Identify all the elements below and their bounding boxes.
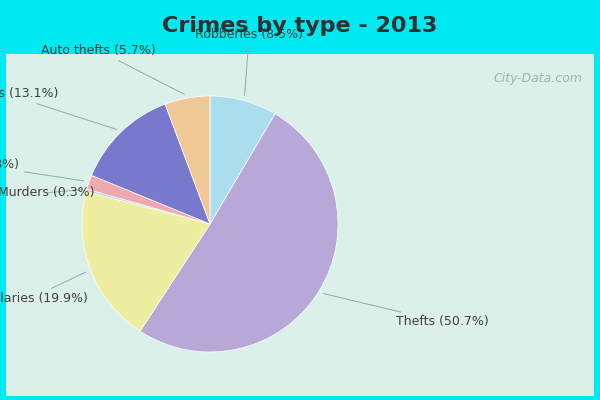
Wedge shape [210, 96, 275, 224]
Text: Thefts (50.7%): Thefts (50.7%) [323, 294, 488, 328]
Text: Crimes by type - 2013: Crimes by type - 2013 [163, 16, 437, 36]
Text: Auto thefts (5.7%): Auto thefts (5.7%) [41, 44, 184, 94]
Wedge shape [82, 191, 210, 331]
Text: Burglaries (19.9%): Burglaries (19.9%) [0, 272, 88, 305]
Wedge shape [86, 189, 210, 224]
Text: Robberies (8.5%): Robberies (8.5%) [195, 28, 303, 95]
Wedge shape [140, 114, 338, 352]
Text: Assaults (13.1%): Assaults (13.1%) [0, 87, 116, 129]
Wedge shape [165, 96, 210, 224]
Text: Murders (0.3%): Murders (0.3%) [0, 186, 94, 199]
Text: City-Data.com: City-Data.com [493, 72, 582, 85]
Text: Rapes (1.8%): Rapes (1.8%) [0, 158, 84, 181]
Wedge shape [87, 175, 210, 224]
Wedge shape [92, 104, 210, 224]
